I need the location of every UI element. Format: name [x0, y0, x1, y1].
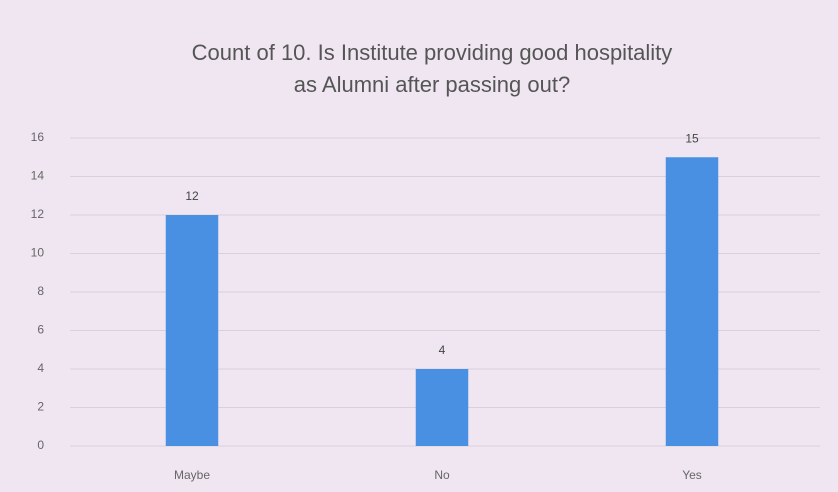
- y-tick-label: 14: [31, 169, 45, 183]
- chart-title: Count of 10. Is Institute providing good…: [192, 40, 673, 97]
- bar: [665, 157, 719, 446]
- y-tick-label: 12: [31, 207, 45, 221]
- y-tick-label: 6: [37, 323, 44, 337]
- data-label: 12: [185, 189, 199, 203]
- y-tick-label: 2: [37, 400, 44, 414]
- bar: [415, 369, 469, 446]
- data-label: 4: [439, 343, 446, 357]
- x-tick-label: No: [434, 468, 450, 482]
- data-label: 15: [685, 131, 699, 145]
- x-tick-label: Yes: [682, 468, 702, 482]
- y-tick-label: 8: [37, 284, 44, 298]
- y-tick-label: 4: [37, 361, 44, 375]
- y-tick-label: 10: [31, 246, 45, 260]
- y-tick-label: 0: [37, 438, 44, 452]
- y-tick-label: 16: [31, 130, 45, 144]
- bar: [165, 215, 219, 446]
- x-tick-label: Maybe: [174, 468, 210, 482]
